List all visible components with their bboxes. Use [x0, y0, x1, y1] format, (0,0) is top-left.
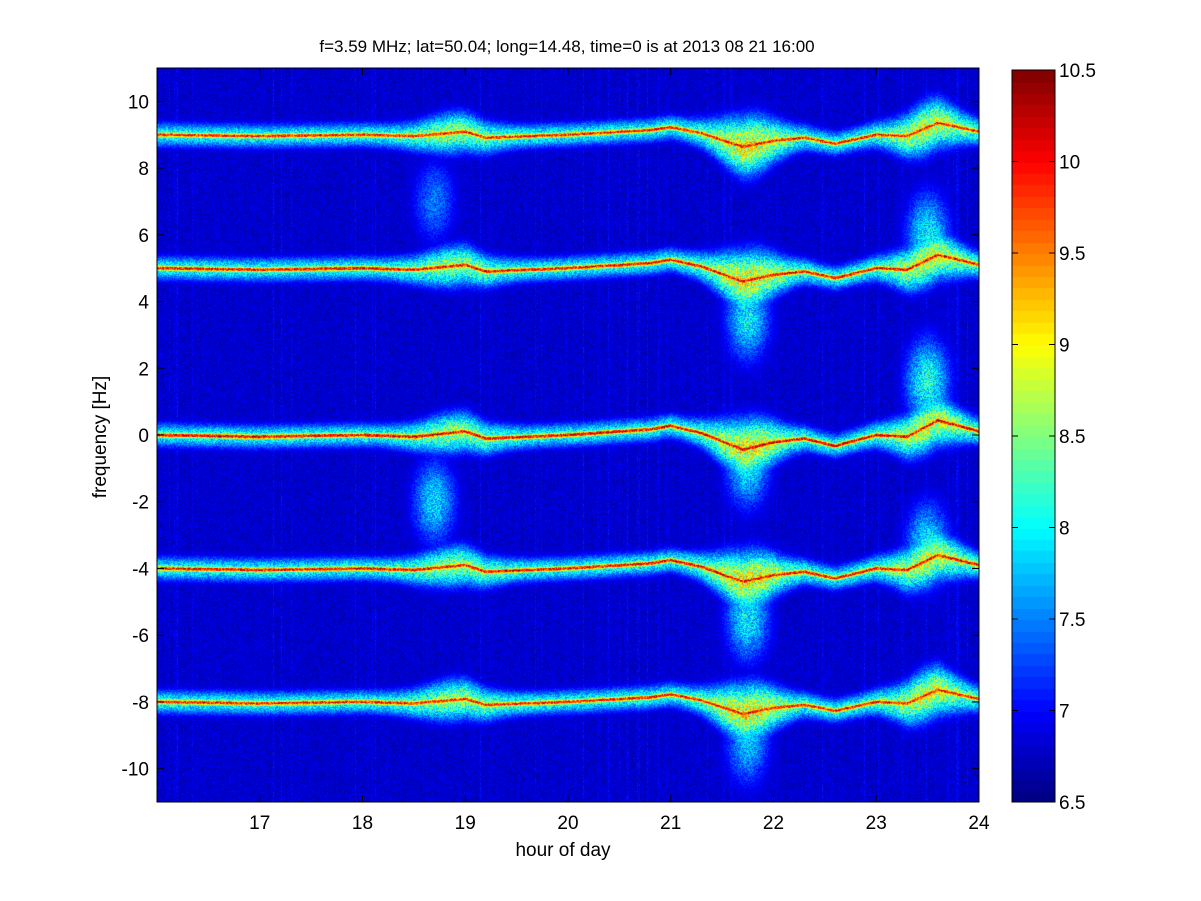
x-tick-label: 18 [352, 813, 373, 834]
y-tick-label: -4 [132, 559, 149, 580]
spectrogram-layer [157, 68, 979, 802]
x-tick-label: 21 [660, 813, 681, 834]
colorbar-tick-label: 8 [1059, 519, 1070, 540]
y-tick-label: 8 [138, 159, 149, 180]
colorbar-tick-label: 9 [1059, 336, 1070, 357]
x-tick-label: 17 [249, 813, 270, 834]
x-tick-label: 24 [968, 813, 990, 834]
colorbar-gradient [1012, 70, 1055, 802]
plot-area [156, 67, 980, 803]
y-tick-label: 10 [128, 92, 149, 113]
y-axis: -10 -8 -6 -4 -2 0 2 4 6 8 10 [122, 92, 979, 781]
colorbar-tick-label: 8.5 [1059, 427, 1085, 448]
colorbar: 6.5 7 7.5 8 8.5 9 9.5 10 10.5 [1011, 61, 1096, 814]
y-tick-label: -6 [132, 626, 149, 647]
x-axis: 17 18 19 20 21 22 23 24 [249, 68, 990, 834]
x-tick-label: 22 [763, 813, 784, 834]
colorbar-tick-label: 7 [1059, 702, 1070, 723]
colorbar-ticks: 6.5 7 7.5 8 8.5 9 9.5 10 10.5 [1012, 61, 1096, 814]
x-tick-label: 19 [455, 813, 476, 834]
y-tick-label: -8 [132, 693, 149, 714]
x-tick-label: 23 [866, 813, 887, 834]
y-tick-label: 0 [138, 426, 149, 447]
y-tick-label: -10 [122, 760, 149, 781]
x-tick-label: 20 [557, 813, 578, 834]
y-axis-label: frequency [Hz] [90, 376, 111, 499]
colorbar-tick-label: 10.5 [1059, 61, 1096, 82]
colorbar-gradient-layer [1012, 70, 1055, 802]
y-tick-label: 6 [138, 226, 149, 247]
x-axis-label: hour of day [515, 840, 611, 861]
spectrogram-heatmap [157, 68, 979, 802]
chart-title: f=3.59 MHz; lat=50.04; long=14.48, time=… [319, 37, 814, 56]
y-tick-label: -2 [132, 493, 149, 514]
colorbar-tick-label: 6.5 [1059, 793, 1085, 814]
colorbar-tick-label: 7.5 [1059, 610, 1085, 631]
y-tick-label: 2 [138, 359, 149, 380]
colorbar-tick-label: 9.5 [1059, 244, 1085, 265]
y-tick-label: 4 [138, 293, 149, 314]
colorbar-tick-label: 10 [1059, 153, 1080, 174]
